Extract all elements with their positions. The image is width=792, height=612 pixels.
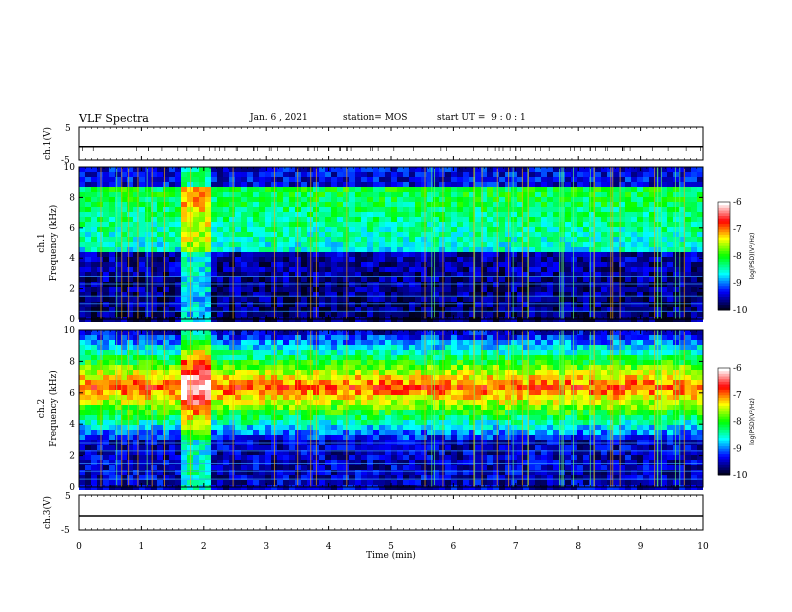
colorbar-tick-label: -10 — [733, 471, 748, 481]
colorbar: -6 -7 -8 -9 -10 log(PSD)(V²/Hz) — [717, 364, 756, 481]
ch2-spectrogram-panel: 0 2 4 6 8 10 ch.2 Frequency (kHz) -6 -7 -8 -9 -10 log… — [37, 326, 756, 493]
colorbar: -6 -7 -8 -9 -10 log(PSD)(V²/Hz) — [717, 198, 756, 316]
y-axis-label: ch.1 — [37, 233, 47, 252]
x-tick-label: 5 — [388, 542, 394, 552]
ch1-voltage-panel: 5 -5 ch.1(V) — [42, 124, 704, 166]
y-tick-label: 10 — [64, 326, 76, 336]
y-axis-label: ch.3(V) — [42, 496, 53, 529]
y-axis-label: ch.1(V) — [42, 127, 53, 160]
y-tick-label: 6 — [69, 389, 75, 399]
panel-frame — [78, 126, 704, 161]
y-tick-label: -5 — [61, 156, 70, 166]
ch1-spectrogram-panel: 0 2 4 6 8 10 ch.1 Frequency (kHz) -6 -7 -8 -9 -10 log… — [37, 163, 756, 325]
y-tick-label: 10 — [64, 163, 76, 173]
station-label: station= MOS — [343, 113, 408, 123]
y-tick-label: -5 — [61, 526, 70, 536]
colorbar-frame — [717, 367, 731, 476]
colorbar-frame — [717, 201, 731, 311]
y-tick-label: 6 — [69, 224, 75, 234]
x-tick-label: 3 — [263, 542, 269, 552]
x-tick-label: 8 — [575, 542, 581, 552]
y-tick-label: 0 — [69, 315, 75, 325]
x-axis: 0 1 2 3 4 5 6 7 8 9 10 Time (min) — [76, 542, 709, 561]
x-tick-label: 2 — [201, 542, 207, 552]
panel-frame — [78, 494, 704, 531]
x-tick-label: 9 — [638, 542, 644, 552]
ch3-voltage-panel: 5 -5 ch.3(V) — [42, 492, 704, 536]
y-axis-label: Frequency (kHz) — [48, 370, 59, 447]
y-axis-label: ch.2 — [37, 399, 47, 418]
colorbar-tick-label: -9 — [733, 279, 742, 289]
x-axis-label: Time (min) — [366, 550, 416, 561]
colorbar-label: log(PSD)(V²/Hz) — [749, 233, 756, 280]
start-time-label: start UT = 9 : 0 : 1 — [437, 113, 526, 123]
colorbar-label: log(PSD)(V²/Hz) — [749, 398, 756, 445]
y-tick-label: 5 — [65, 124, 71, 134]
date-label: Jan. 6 , 2021 — [250, 113, 308, 123]
colorbar-tick-label: -6 — [733, 364, 742, 374]
y-tick-label: 8 — [69, 357, 75, 367]
spectrogram-cells — [79, 330, 703, 490]
x-tick-label: 0 — [76, 542, 82, 552]
y-tick-label: 2 — [69, 452, 75, 462]
y-axis-label: Frequency (kHz) — [48, 205, 59, 282]
x-tick-label: 10 — [697, 542, 709, 552]
y-tick-label: 2 — [69, 285, 75, 295]
y-tick-label: 4 — [69, 420, 75, 430]
colorbar-tick-label: -7 — [733, 391, 742, 401]
spectrogram-cells — [79, 167, 703, 322]
chart-title: VLF Spectra — [79, 112, 149, 125]
x-tick-label: 4 — [326, 542, 332, 552]
colorbar-tick-label: -10 — [733, 306, 748, 316]
x-tick-label: 6 — [451, 542, 457, 552]
y-tick-label: 0 — [69, 483, 75, 493]
y-tick-label: 4 — [69, 254, 75, 264]
y-tick-label: 8 — [69, 193, 75, 203]
x-tick-label: 7 — [513, 542, 519, 552]
colorbar-tick-label: -6 — [733, 198, 742, 208]
colorbar-tick-label: -8 — [733, 252, 742, 262]
colorbar-tick-label: -8 — [733, 418, 742, 428]
colorbar-tick-label: -9 — [733, 444, 742, 454]
x-tick-label: 1 — [139, 542, 145, 552]
colorbar-tick-label: -7 — [733, 225, 742, 235]
y-tick-label: 5 — [65, 492, 71, 502]
